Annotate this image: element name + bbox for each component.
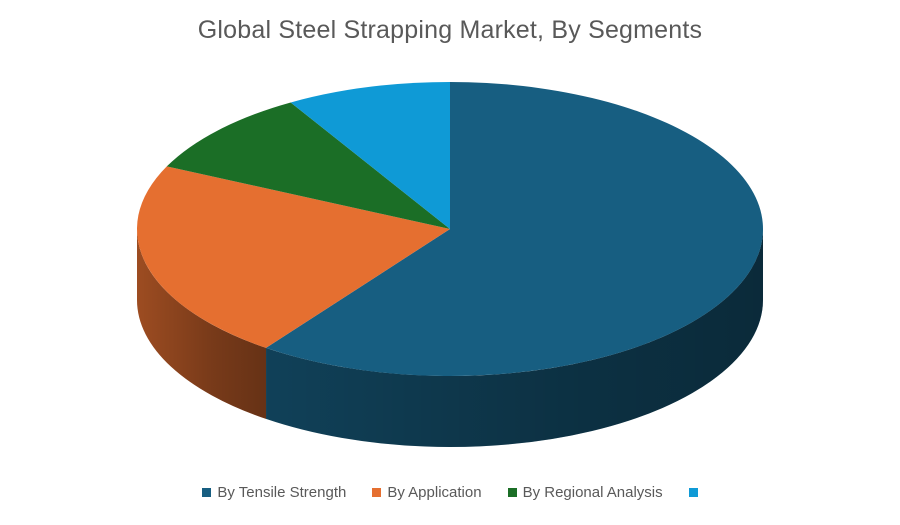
legend-swatch-unnamed bbox=[688, 488, 698, 497]
pie-side-shade-by-tensile-strength bbox=[266, 229, 763, 447]
pie-slice-by-application bbox=[136, 166, 450, 348]
pie-sides bbox=[136, 229, 763, 447]
pie-tops bbox=[136, 82, 763, 376]
chart-legend: By Tensile Strength By Application By Regi… bbox=[0, 484, 900, 501]
legend-item-by-regional-analysis: By Regional Analysis bbox=[507, 484, 663, 501]
legend-label-by-tensile-strength: By Tensile Strength bbox=[217, 484, 347, 501]
pie-slice-unnamed bbox=[290, 82, 450, 229]
legend-label-by-regional-analysis: By Regional Analysis bbox=[522, 484, 663, 501]
pie-side-shade-by-application bbox=[136, 229, 267, 419]
legend-item-by-tensile-strength: By Tensile Strength bbox=[202, 484, 346, 501]
legend-swatch-by-regional-analysis bbox=[507, 488, 517, 497]
legend-swatch-by-tensile-strength bbox=[202, 488, 212, 497]
legend-label-by-application: By Application bbox=[387, 484, 482, 501]
chart-title: Global Steel Strapping Market, By Segmen… bbox=[197, 16, 703, 44]
pie-slice-by-tensile-strength bbox=[266, 82, 763, 376]
legend-item-by-application: By Application bbox=[372, 484, 482, 501]
legend-swatch-by-application bbox=[372, 488, 382, 497]
legend-item-unnamed bbox=[688, 488, 698, 497]
pie-slice-by-regional-analysis bbox=[166, 102, 451, 229]
